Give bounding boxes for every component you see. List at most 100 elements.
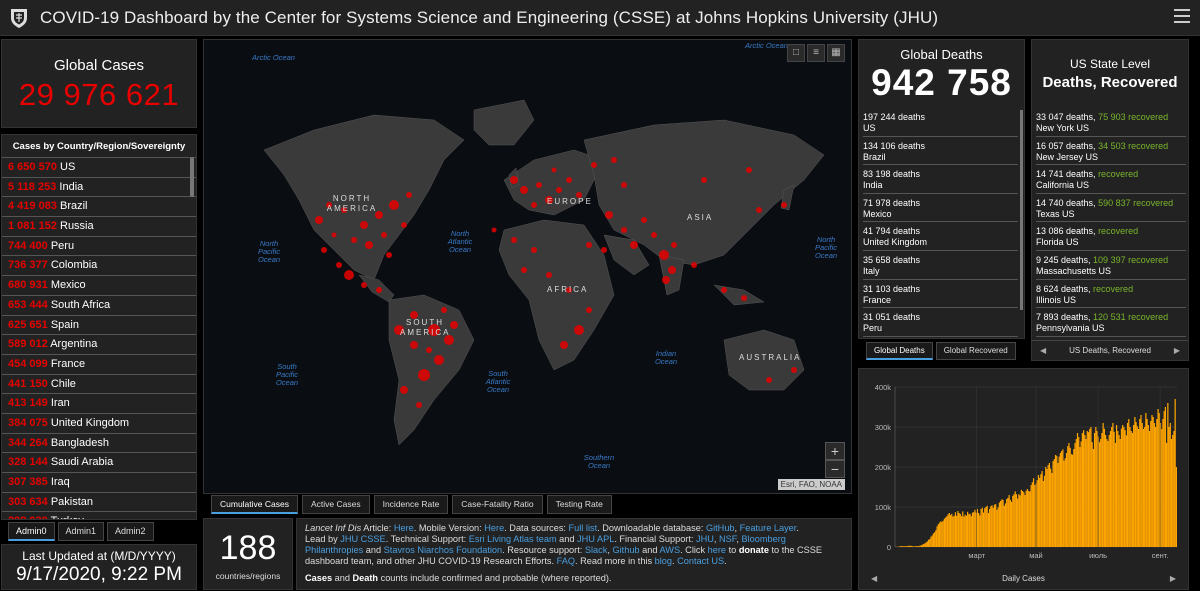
chart-bar — [1168, 427, 1170, 547]
country-list-item[interactable]: 384 075 United Kingdom — [2, 414, 196, 434]
deaths-list-item[interactable]: 71 978 deaths Mexico — [863, 194, 1018, 223]
country-list-item[interactable]: 303 634 Pakistan — [2, 493, 196, 513]
link-slack[interactable]: Slack — [584, 545, 608, 555]
country-list-panel[interactable]: Cases by Country/Region/Sovereignty 6 65… — [1, 134, 197, 520]
us-state-list-item[interactable]: 7 893 deaths, 120 531 recovered Pennsylva… — [1036, 308, 1186, 337]
country-list-item[interactable]: 328 144 Saudi Arabia — [2, 453, 196, 473]
global-deaths-list[interactable]: 197 244 deaths US 134 106 deaths Brazil 83 1… — [863, 108, 1018, 337]
country-list-item[interactable]: 454 099 France — [2, 355, 196, 375]
chart-bar — [996, 509, 998, 547]
us-state-list[interactable]: 33 047 deaths, 75 903 recovered New York … — [1036, 108, 1186, 337]
country-list-item[interactable]: 744 400 Peru — [2, 237, 196, 257]
tab-admin1[interactable]: Admin1 — [57, 522, 105, 541]
country-list-item[interactable]: 625 651 Spain — [2, 316, 196, 336]
country-list-item[interactable]: 680 931 Mexico — [2, 276, 196, 296]
list-icon[interactable]: ≡ — [807, 44, 825, 62]
chevron-left-icon[interactable]: ◀ — [1040, 346, 1047, 355]
chevron-right-icon[interactable]: ▶ — [1173, 346, 1180, 355]
link-contact[interactable]: Contact US — [677, 556, 725, 566]
country-list-item[interactable]: 653 444 South Africa — [2, 296, 196, 316]
chart-bar — [1150, 421, 1152, 547]
country-list-item[interactable]: 5 118 253 India — [2, 178, 196, 198]
link-bloomberg[interactable]: Bloomberg Philanthropies — [305, 534, 786, 555]
tab-testing-rate[interactable]: Testing Rate — [546, 495, 612, 514]
link-github2[interactable]: Github — [612, 545, 640, 555]
link-jhu-csse[interactable]: JHU CSSE — [340, 534, 386, 544]
chevron-right-icon[interactable]: ▶ — [1169, 574, 1176, 583]
us-state-list-item[interactable]: 16 057 deaths, 34 503 recovered New Jerse… — [1036, 137, 1186, 166]
link-full-list[interactable]: Full list — [568, 523, 598, 533]
link-aws[interactable]: AWS — [659, 545, 681, 555]
country-list-item[interactable]: 4 419 083 Brazil — [2, 197, 196, 218]
chart-bar — [1004, 503, 1007, 547]
map-label-continent: NORTH AMERICA — [326, 194, 378, 213]
country-list-item[interactable]: 1 081 152 Russia — [2, 217, 196, 237]
country-list-item[interactable]: 6 650 570 US — [2, 158, 196, 178]
zoom-out-button[interactable]: − — [825, 460, 845, 478]
deaths-list-item[interactable]: 35 658 deaths Italy — [863, 251, 1018, 280]
country-list-scrollbar[interactable] — [190, 157, 194, 197]
qr-code-icon[interactable]: ▦ — [827, 44, 845, 62]
link-here[interactable]: Here — [393, 523, 414, 533]
hamburger-menu-icon[interactable] — [1174, 9, 1190, 27]
chart-bar — [1136, 426, 1138, 547]
chart-bar — [1120, 428, 1123, 547]
chevron-left-icon[interactable]: ◀ — [871, 574, 878, 583]
link-faq[interactable]: FAQ — [556, 556, 575, 566]
deaths-list-item[interactable]: 41 794 deaths United Kingdom — [863, 222, 1018, 251]
link-jhu-apl[interactable]: JHU APL — [577, 534, 615, 544]
deaths-list-item[interactable]: 31 103 deaths France — [863, 280, 1018, 309]
deaths-list-item[interactable]: 31 051 deaths Peru — [863, 308, 1018, 337]
global-deaths-panel[interactable]: Global Deaths 942 758 197 244 deaths US 13… — [858, 39, 1025, 339]
us-state-list-item[interactable]: 14 740 deaths, 590 837 recovered Texas US — [1036, 194, 1186, 223]
tab-case-fatality-ratio[interactable]: Case-Fatality Ratio — [452, 495, 543, 514]
chart-bar — [1026, 489, 1029, 547]
info-paragraph-3: Cases and Death counts include confirmed… — [305, 573, 843, 584]
us-state-list-item[interactable]: 14 741 deaths, recovered California US — [1036, 165, 1186, 194]
link-esri[interactable]: Esri Living Atlas team — [468, 534, 557, 544]
deaths-list-item[interactable]: 134 106 deaths Brazil — [863, 137, 1018, 166]
link-nsf[interactable]: NSF — [719, 534, 737, 544]
chart-bar — [1084, 435, 1086, 547]
tab-admin2[interactable]: Admin2 — [107, 522, 154, 541]
chart-bar — [1090, 427, 1092, 547]
tab-global-recovered[interactable]: Global Recovered — [935, 342, 1016, 360]
country-list-item[interactable]: 589 012 Argentina — [2, 335, 196, 355]
tab-admin0[interactable]: Admin0 — [8, 522, 55, 541]
country-case-count: 344 264 — [8, 436, 48, 449]
us-state-list-item[interactable]: 13 086 deaths, recovered Florida US — [1036, 222, 1186, 251]
us-state-list-item[interactable]: 33 047 deaths, 75 903 recovered New York … — [1036, 108, 1186, 137]
deaths-list-item[interactable]: 83 198 deaths India — [863, 165, 1018, 194]
chart-bar — [1119, 439, 1121, 547]
bookmark-icon[interactable]: □ — [787, 44, 805, 62]
tab-cumulative-cases[interactable]: Cumulative Cases — [211, 495, 298, 514]
world-map[interactable]: Arctic Ocean Arctic Ocean North Pacific … — [203, 39, 852, 494]
link-blog[interactable]: blog — [654, 556, 673, 566]
link-feature-layer[interactable]: Feature Layer — [739, 523, 797, 533]
chart-bar — [1056, 455, 1058, 547]
chart-bar — [1139, 419, 1141, 547]
country-list-item[interactable]: 736 377 Colombia — [2, 256, 196, 277]
tab-active-cases[interactable]: Active Cases — [301, 495, 370, 514]
tab-incidence-rate[interactable]: Incidence Rate — [373, 495, 449, 514]
link-stavros[interactable]: Stavros Niarchos Foundation — [383, 545, 503, 555]
zoom-in-button[interactable]: + — [825, 442, 845, 460]
link-jhu[interactable]: JHU — [696, 534, 714, 544]
link-here[interactable]: here — [707, 545, 727, 555]
country-name: Iraq — [50, 476, 70, 488]
country-list-item[interactable]: 298 039 Turkey — [2, 512, 196, 519]
tab-global-deaths[interactable]: Global Deaths — [866, 342, 933, 360]
country-list-item[interactable]: 441 150 Chile — [2, 375, 196, 395]
link-github[interactable]: GitHub — [705, 523, 735, 533]
us-state-list-item[interactable]: 8 624 deaths, recovered Illinois US — [1036, 280, 1186, 309]
us-state-list-item[interactable]: 9 245 deaths, 109 397 recovered Massachus… — [1036, 251, 1186, 280]
link-here[interactable]: Here — [484, 523, 505, 533]
country-list-item[interactable]: 307 385 Iraq — [2, 473, 196, 493]
deaths-scrollbar[interactable] — [1020, 110, 1023, 310]
deaths-list-item[interactable]: 197 244 deaths US — [863, 108, 1018, 137]
state-recovered-count: recovered — [1098, 169, 1139, 180]
country-list-item[interactable]: 413 149 Iran — [2, 394, 196, 414]
us-state-panel[interactable]: US State Level Deaths, Recovered 33 047 … — [1031, 39, 1189, 361]
country-list-item[interactable]: 344 264 Bangladesh — [2, 434, 196, 454]
world-map-canvas[interactable] — [204, 40, 852, 494]
